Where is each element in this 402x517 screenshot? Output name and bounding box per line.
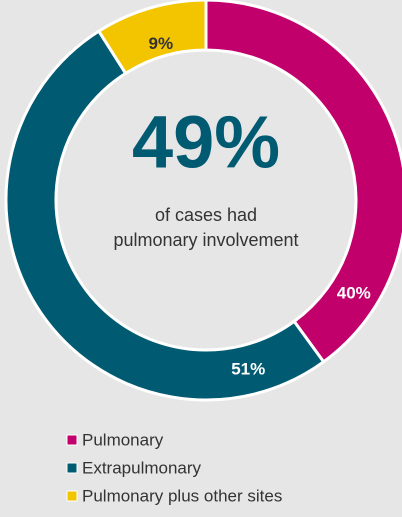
data-label: 9% xyxy=(149,34,174,53)
legend-swatch xyxy=(66,462,78,474)
center-label: 49% xyxy=(132,101,280,184)
donut-slice xyxy=(4,29,326,402)
center-text: of cases had xyxy=(155,205,257,225)
donut-slice xyxy=(96,0,208,76)
center-text: pulmonary involvement xyxy=(113,230,298,250)
legend-label: Pulmonary xyxy=(82,430,164,449)
legend-label: Pulmonary plus other sites xyxy=(82,486,282,505)
data-label: 40% xyxy=(337,283,371,302)
legend-label: Extrapulmonary xyxy=(82,458,202,477)
donut-slice xyxy=(204,0,402,364)
data-label: 51% xyxy=(231,359,265,378)
legend-swatch xyxy=(66,434,78,446)
legend-swatch xyxy=(66,490,78,502)
